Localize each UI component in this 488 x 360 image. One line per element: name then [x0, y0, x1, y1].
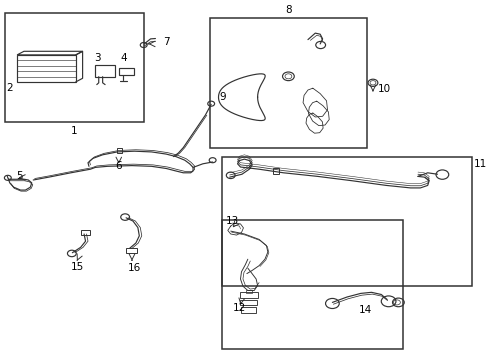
Bar	[241, 307, 256, 313]
Bar	[272, 168, 278, 174]
Bar	[240, 300, 257, 305]
Text: 8: 8	[285, 5, 291, 15]
Text: 12: 12	[232, 303, 245, 313]
Bar	[117, 148, 122, 153]
Bar	[246, 290, 252, 293]
Text: 9: 9	[219, 92, 225, 102]
Bar	[222, 220, 403, 349]
Text: 4: 4	[121, 53, 127, 63]
Text: 7: 7	[163, 37, 169, 47]
Bar	[5, 13, 144, 122]
Text: 3: 3	[94, 53, 101, 63]
Bar	[210, 18, 366, 148]
Text: 13: 13	[225, 216, 238, 226]
Text: 16: 16	[127, 263, 141, 273]
Bar	[119, 68, 134, 75]
Text: 6: 6	[115, 161, 122, 171]
Text: 10: 10	[377, 84, 390, 94]
Text: 5: 5	[16, 171, 23, 181]
Bar	[81, 230, 90, 235]
Text: 14: 14	[358, 305, 371, 315]
Text: 1: 1	[71, 126, 78, 136]
Text: 15: 15	[70, 262, 83, 272]
Bar	[95, 65, 115, 77]
Bar	[239, 292, 258, 298]
Text: 2: 2	[6, 84, 13, 93]
Text: 11: 11	[473, 159, 486, 169]
Bar	[17, 55, 76, 82]
Bar	[222, 157, 471, 286]
Bar	[126, 248, 137, 253]
